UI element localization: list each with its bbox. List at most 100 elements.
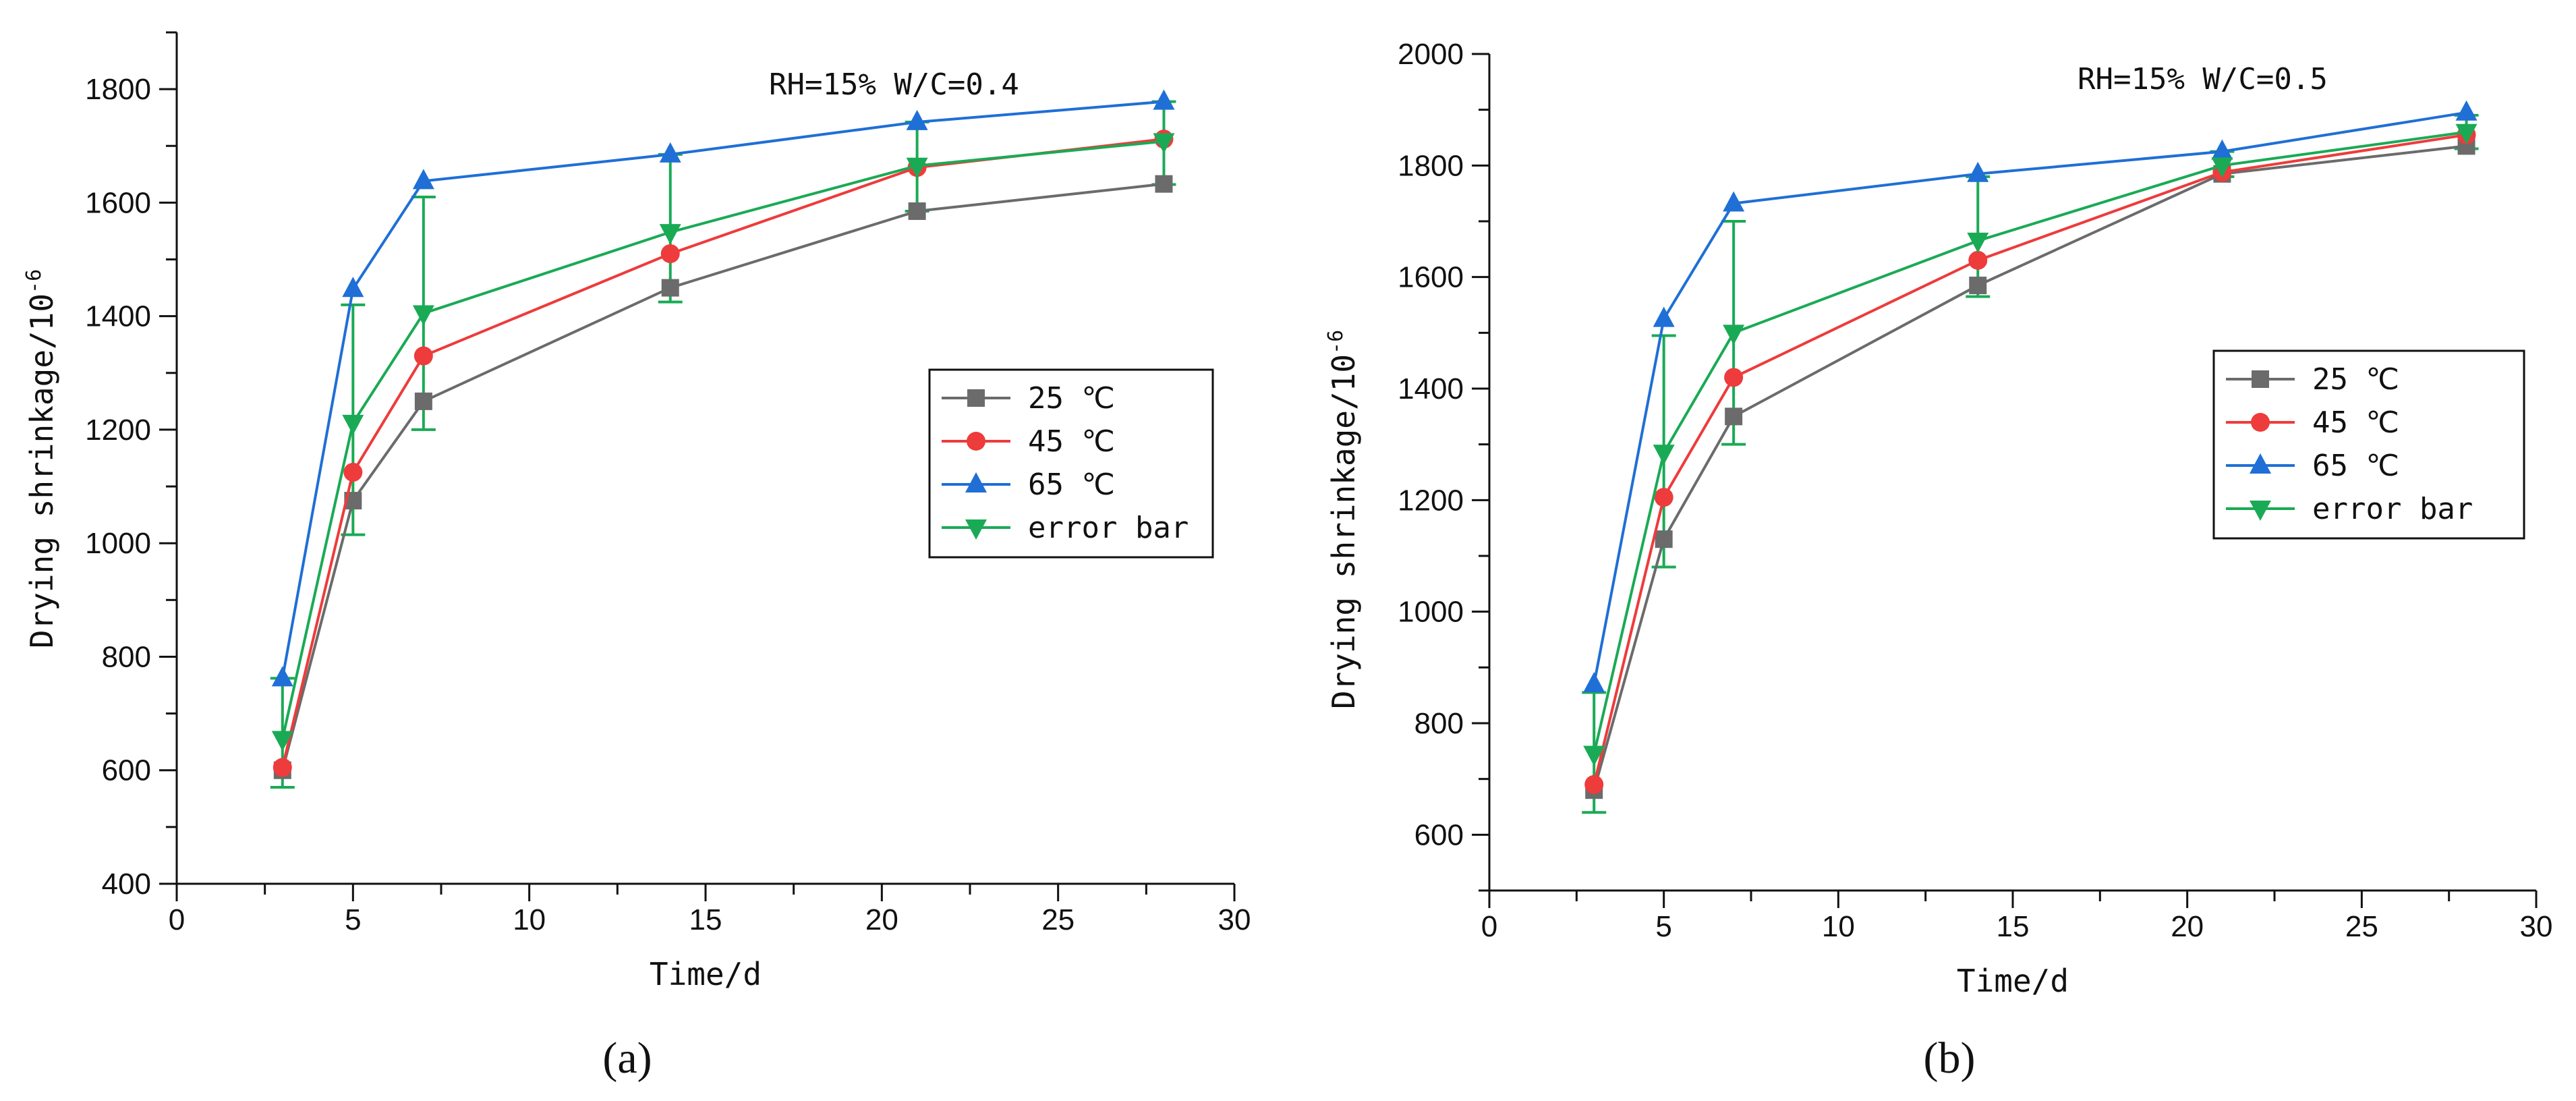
chart-panel-b: 0 5 10 15 20 25 30 600 800 1000 1200 1400 1600 1800 20… (1324, 38, 2552, 1083)
data-point (1153, 133, 1175, 154)
data-point (1967, 232, 1989, 253)
x-tick-label: 15 (1997, 910, 2030, 943)
x-tick-label: 30 (2520, 910, 2553, 943)
y-tick-label: 1200 (85, 414, 151, 447)
series-line (281, 140, 1164, 739)
data-point (1725, 407, 1743, 426)
x-tick-label: 10 (513, 903, 546, 936)
legend-label: 25 ℃ (2312, 362, 2399, 397)
x-tick-label: 30 (1218, 903, 1251, 936)
y-tick-label: 1800 (1398, 149, 1464, 182)
series-line (1593, 144, 2467, 791)
data-point (906, 157, 928, 178)
legend-marker (967, 432, 985, 451)
data-point (273, 758, 292, 777)
data-point (1969, 277, 1987, 295)
y-tick-label: 1400 (1398, 372, 1464, 405)
x-tick-label: 25 (2345, 910, 2378, 943)
data-point (342, 277, 364, 298)
panel-label: (a) (602, 1034, 652, 1083)
data-point (343, 463, 363, 482)
legend-marker (967, 389, 985, 407)
data-point (342, 414, 364, 435)
x-tick-label: 5 (1655, 910, 1671, 943)
data-point (1967, 161, 1989, 182)
y-tick-label: 800 (102, 640, 151, 673)
data-point (906, 109, 928, 130)
legend-label: 45 ℃ (2312, 405, 2399, 440)
data-point (412, 169, 434, 190)
y-tick-label: 2000 (1398, 38, 1464, 71)
data-point (2455, 123, 2478, 144)
data-point (2455, 100, 2478, 121)
data-point (2211, 139, 2233, 160)
series-line (1593, 130, 2467, 754)
legend-label: 65 ℃ (2312, 449, 2399, 483)
data-point (908, 202, 926, 221)
legend-label: error bar (2312, 492, 2473, 526)
series-line (1593, 111, 2467, 685)
data-point (659, 142, 681, 163)
x-axis-title: Time/d (650, 956, 762, 992)
data-point (1654, 488, 1673, 507)
legend-marker (2252, 370, 2269, 388)
data-point (414, 392, 432, 410)
y-tick-label: 600 (102, 754, 151, 787)
data-point (1968, 250, 1988, 270)
x-tick-label: 10 (1822, 910, 1855, 943)
data-point (659, 224, 681, 245)
panel-label: (b) (1924, 1034, 1976, 1083)
y-tick-label: 600 (1414, 818, 1464, 851)
series-line (281, 182, 1164, 771)
y-axis-title-exponent: -6 (22, 269, 46, 293)
legend-marker (2251, 413, 2270, 432)
y-axis-title: Drying shrinkage/10-6 (22, 269, 60, 648)
y-tick-label: 1600 (85, 186, 151, 219)
x-tick-label: 25 (1041, 903, 1075, 936)
y-tick-label: 1200 (1398, 484, 1464, 517)
data-point (660, 244, 680, 264)
data-point (1584, 774, 1604, 794)
y-tick-label: 400 (102, 868, 151, 901)
legend-label: error bar (1028, 511, 1189, 545)
data-point (661, 279, 679, 297)
y-tick-label: 1600 (1398, 261, 1464, 294)
x-tick-label: 20 (2171, 910, 2204, 943)
condition-annotation: RH=15% W/C=0.4 (769, 67, 1019, 102)
x-tick-label: 20 (865, 903, 898, 936)
legend-marker (965, 472, 987, 492)
condition-annotation: RH=15% W/C=0.5 (2078, 62, 2328, 96)
y-axis-title-exponent: -6 (1324, 330, 1348, 354)
data-point (1653, 445, 1675, 465)
data-point (2211, 157, 2233, 178)
chart-panel-a: 0 5 10 15 20 25 30 400 600 800 1000 1200 1400 1600 180… (22, 31, 1251, 1083)
data-point (1583, 745, 1605, 766)
legend-marker (2250, 453, 2271, 474)
legend-label: 45 ℃ (1028, 424, 1115, 459)
data-point (1723, 191, 1745, 212)
x-tick-label: 0 (169, 903, 185, 936)
legend-marker (965, 519, 987, 540)
y-tick-label: 800 (1414, 707, 1464, 740)
x-tick-label: 15 (689, 903, 722, 936)
data-point (1653, 306, 1675, 327)
legend-marker (2250, 501, 2271, 521)
data-point (1583, 672, 1605, 693)
data-point (271, 731, 293, 752)
data-point (1723, 324, 1745, 345)
data-point (1153, 89, 1175, 110)
data-point (1155, 175, 1173, 193)
x-axis-title: Time/d (1957, 963, 2069, 999)
data-point (413, 346, 433, 366)
data-point (271, 666, 293, 687)
x-tick-label: 5 (345, 903, 361, 936)
y-tick-label: 1000 (1398, 596, 1464, 629)
data-point (412, 305, 434, 326)
series-line (281, 100, 1164, 679)
data-point (1724, 368, 1744, 387)
y-tick-label: 1000 (85, 527, 151, 560)
data-point (1655, 530, 1673, 548)
x-tick-label: 0 (1481, 910, 1497, 943)
series-line (1593, 133, 2467, 785)
